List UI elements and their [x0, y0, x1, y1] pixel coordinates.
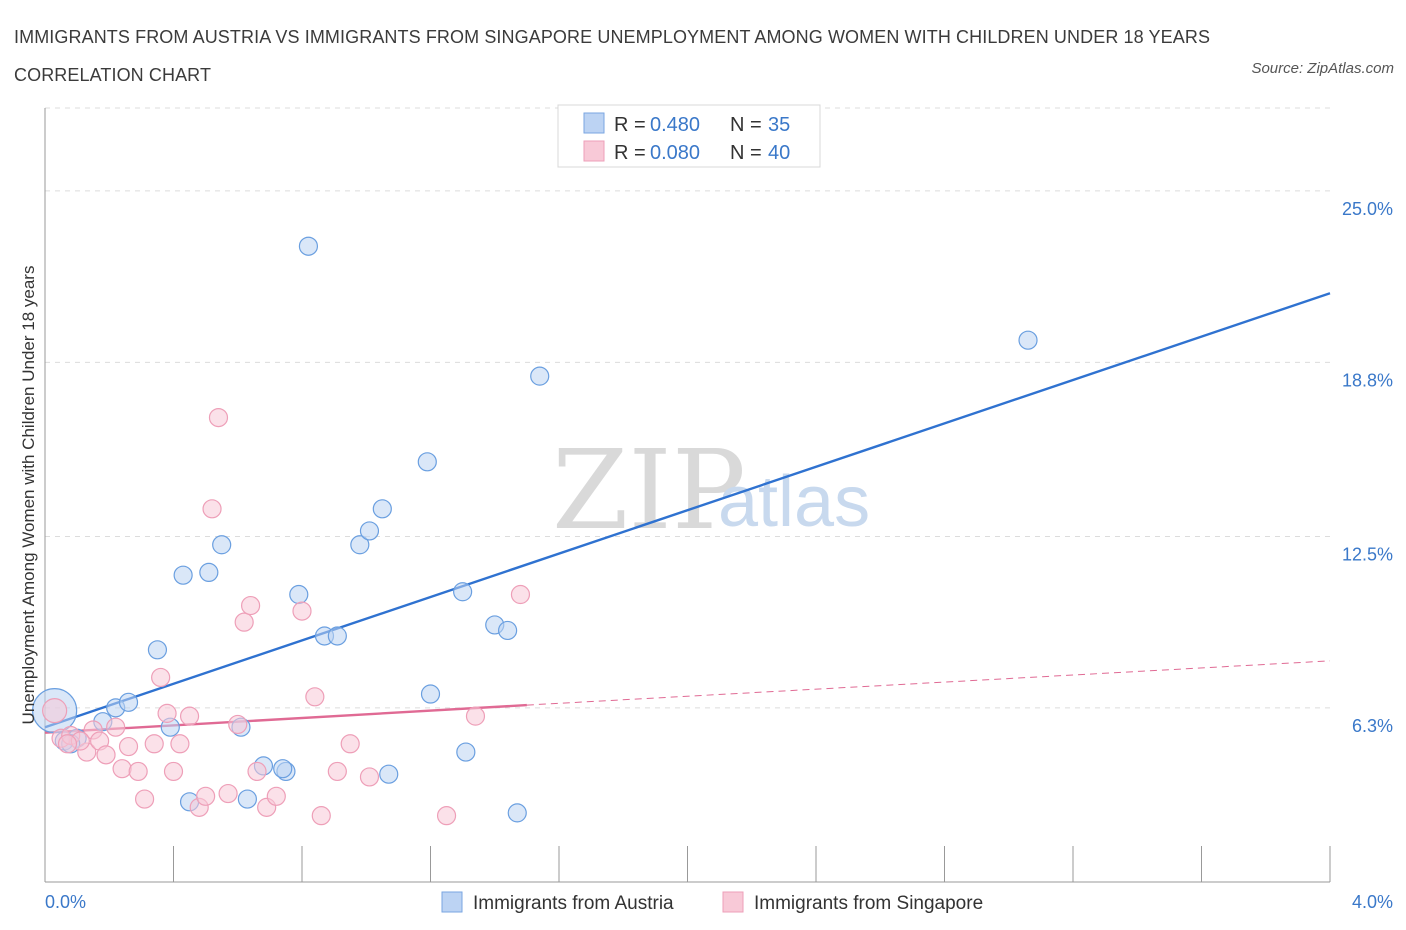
austria-point-31	[237, 789, 257, 809]
austria-point-21	[379, 764, 399, 784]
singapore-point-31	[311, 806, 331, 826]
singapore-point-17	[179, 706, 200, 726]
data-points	[32, 236, 1038, 826]
austria-point-23	[420, 684, 441, 704]
singapore-point-28	[266, 786, 286, 806]
x-tick-label-0: 0.0%	[45, 892, 86, 912]
singapore-point-16	[170, 734, 190, 754]
trend-lines	[44, 292, 1331, 734]
singapore-point-6	[96, 745, 116, 765]
austria-point-18	[350, 535, 370, 555]
singapore-point-39	[57, 734, 78, 754]
legend-swatch-singapore	[583, 140, 605, 162]
austria-point-8	[173, 565, 193, 585]
austria-point-10	[212, 535, 232, 555]
austria-point-33	[1018, 330, 1038, 350]
austria-point-29	[530, 366, 550, 386]
singapore-point-19	[196, 786, 216, 806]
singapore-point-12	[144, 734, 164, 754]
austria-trend-line	[44, 292, 1331, 729]
axes	[44, 108, 1331, 883]
watermark-zip: ZIP	[552, 426, 746, 554]
austria-point-20	[372, 499, 392, 519]
singapore-point-8	[112, 759, 132, 779]
legend-r-label-austria: R =	[614, 114, 646, 136]
y-tick-label-0: 6.3%	[1352, 716, 1393, 736]
bottom-legend-austria: Immigrants from Austria	[473, 893, 674, 914]
singapore-point-10	[128, 761, 148, 782]
austria-point-19	[359, 521, 380, 541]
singapore-point-22	[218, 783, 238, 804]
legend-bottom: Immigrants from Austria Immigrants from …	[441, 891, 983, 914]
singapore-point-32	[327, 761, 347, 782]
x-tick-label-1: 4.0%	[1352, 892, 1393, 912]
austria-point-15	[298, 236, 319, 256]
legend-n-label-austria: N =	[730, 114, 762, 136]
source-label: Source: ZipAtlas.com	[1251, 60, 1394, 77]
singapore-point-24	[234, 612, 254, 632]
singapore-point-14	[157, 703, 177, 723]
singapore-point-35	[436, 806, 457, 826]
austria-point-22	[417, 452, 437, 472]
singapore-point-26	[247, 761, 267, 782]
legend-top: R = 0.480 N = 35 R = 0.080 N = 40	[557, 104, 821, 168]
singapore-point-33	[340, 734, 360, 754]
y-tick-label-3: 25.0%	[1342, 199, 1393, 219]
austria-point-32	[273, 759, 293, 779]
singapore-trend-extension	[526, 660, 1331, 706]
singapore-point-15	[163, 761, 184, 782]
bottom-legend-swatch-singapore	[722, 891, 744, 913]
legend-r-value-austria: 0.480	[650, 114, 700, 136]
singapore-point-0	[42, 698, 68, 724]
austria-point-5	[118, 692, 139, 712]
singapore-point-13	[151, 667, 171, 688]
y-tick-label-1: 12.5%	[1342, 544, 1393, 564]
singapore-point-9	[118, 736, 139, 757]
legend-swatch-austria	[583, 112, 605, 134]
legend-n-label-singapore: N =	[730, 142, 762, 164]
austria-point-6	[147, 640, 168, 660]
austria-point-17	[327, 626, 347, 646]
austria-point-27	[498, 620, 518, 641]
singapore-point-34	[359, 767, 380, 787]
y-tick-label-2: 18.8%	[1342, 370, 1393, 390]
y-axis-label: Unemployment Among Women with Children U…	[19, 266, 38, 725]
bottom-legend-swatch-austria	[441, 891, 463, 913]
legend-n-value-singapore: 40	[768, 142, 790, 164]
singapore-point-29	[292, 601, 312, 621]
singapore-trend-line	[44, 703, 527, 734]
legend-n-value-austria: 35	[768, 114, 790, 136]
singapore-point-30	[305, 687, 325, 707]
singapore-point-11	[134, 789, 155, 809]
singapore-point-37	[510, 584, 531, 605]
gridlines	[45, 107, 1330, 709]
singapore-point-25	[241, 595, 261, 616]
austria-point-9	[199, 562, 219, 583]
singapore-point-21	[208, 408, 229, 428]
legend-r-value-singapore: 0.080	[650, 142, 700, 164]
legend-r-label-singapore: R =	[614, 142, 646, 164]
singapore-point-23	[228, 714, 248, 735]
austria-point-24	[453, 582, 473, 602]
austria-point-25	[456, 742, 476, 762]
bottom-legend-singapore: Immigrants from Singapore	[754, 893, 983, 914]
austria-point-14	[289, 584, 309, 605]
singapore-point-20	[202, 499, 222, 519]
tick-labels: 6.3% 12.5% 18.8% 25.0% 0.0% 4.0%	[45, 199, 1393, 912]
chart-title: IMMIGRANTS FROM AUSTRIA VS IMMIGRANTS FR…	[14, 27, 1211, 85]
austria-point-28	[507, 803, 527, 823]
singapore-point-36	[465, 706, 486, 726]
singapore-point-7	[106, 717, 126, 737]
